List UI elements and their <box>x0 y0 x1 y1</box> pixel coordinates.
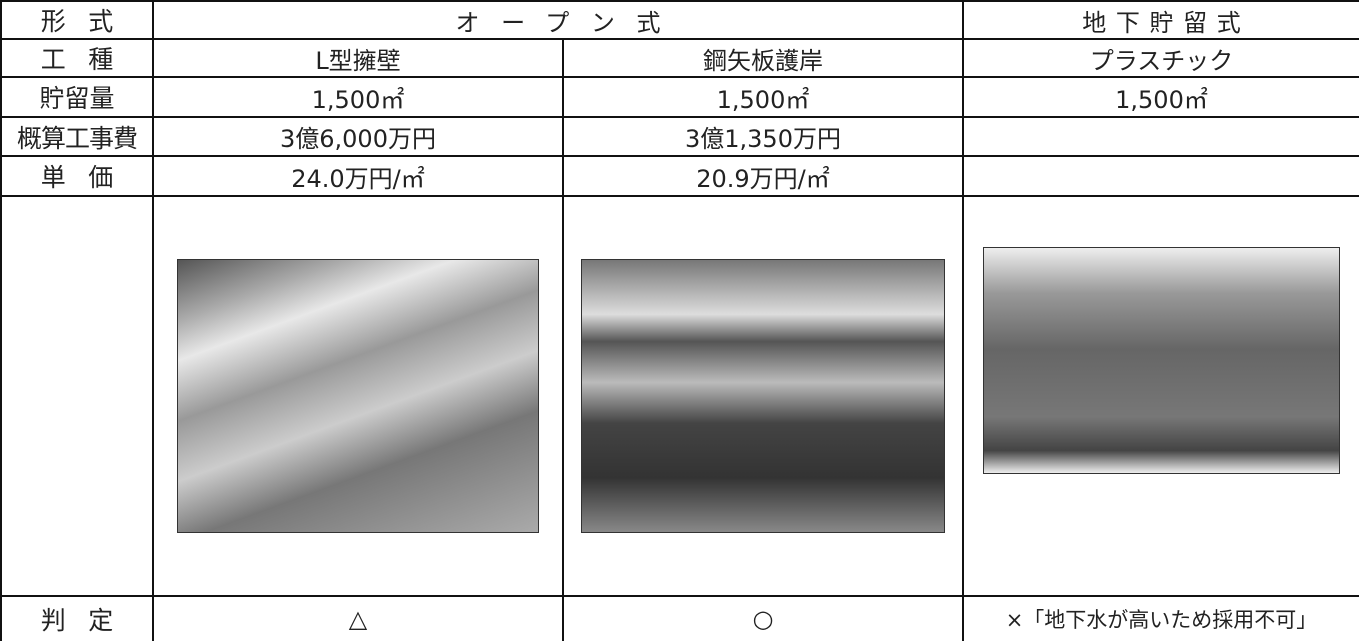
header-cell: オープン式 <box>152 0 964 40</box>
cell: 1,500㎡ <box>962 76 1359 118</box>
cell: プラスチック <box>962 38 1359 78</box>
row: 貯留量 1,500㎡ 1,500㎡ 1,500㎡ <box>0 76 1359 118</box>
photo <box>581 259 945 533</box>
cell: 24.0万円/㎡ <box>152 155 564 197</box>
row-label: 単価 <box>0 155 154 197</box>
photo-cell <box>562 195 964 597</box>
cell: 3億1,350万円 <box>562 116 964 157</box>
photo <box>177 259 539 533</box>
row: 単価 24.0万円/㎡ 20.9万円/㎡ <box>0 155 1359 197</box>
header-cell: 地下貯留式 <box>962 0 1359 40</box>
row-label: 貯留量 <box>0 76 154 118</box>
row-label: 工種 <box>0 38 154 78</box>
empty-cell <box>962 116 1359 157</box>
photo-row <box>0 195 1359 597</box>
cell: 鋼矢板護岸 <box>562 38 964 78</box>
row: 工種 L型擁壁 鋼矢板護岸 プラスチック <box>0 38 1359 78</box>
cell: L型擁壁 <box>152 38 564 78</box>
row: 概算工事費 3億6,000万円 3億1,350万円 <box>0 116 1359 157</box>
photo <box>983 247 1340 474</box>
empty-cell <box>962 155 1359 197</box>
header-row: 形式 オープン式 地下貯留式 <box>0 0 1359 40</box>
photo-cell <box>152 195 564 597</box>
cell: 1,500㎡ <box>152 76 564 118</box>
row-label: 概算工事費 <box>0 116 154 157</box>
empty-cell <box>0 195 154 597</box>
cell: 20.9万円/㎡ <box>562 155 964 197</box>
row-label: 形式 <box>0 0 154 40</box>
photo-cell <box>962 195 1359 597</box>
cell: 3億6,000万円 <box>152 116 564 157</box>
row: 判定 △ ○ ×「地下水が高いため採用不可」 <box>0 595 1359 641</box>
cell: △ <box>152 595 564 641</box>
cell: ×「地下水が高いため採用不可」 <box>962 595 1359 641</box>
cell: 1,500㎡ <box>562 76 964 118</box>
cell: ○ <box>562 595 964 641</box>
row-label: 判定 <box>0 595 154 641</box>
